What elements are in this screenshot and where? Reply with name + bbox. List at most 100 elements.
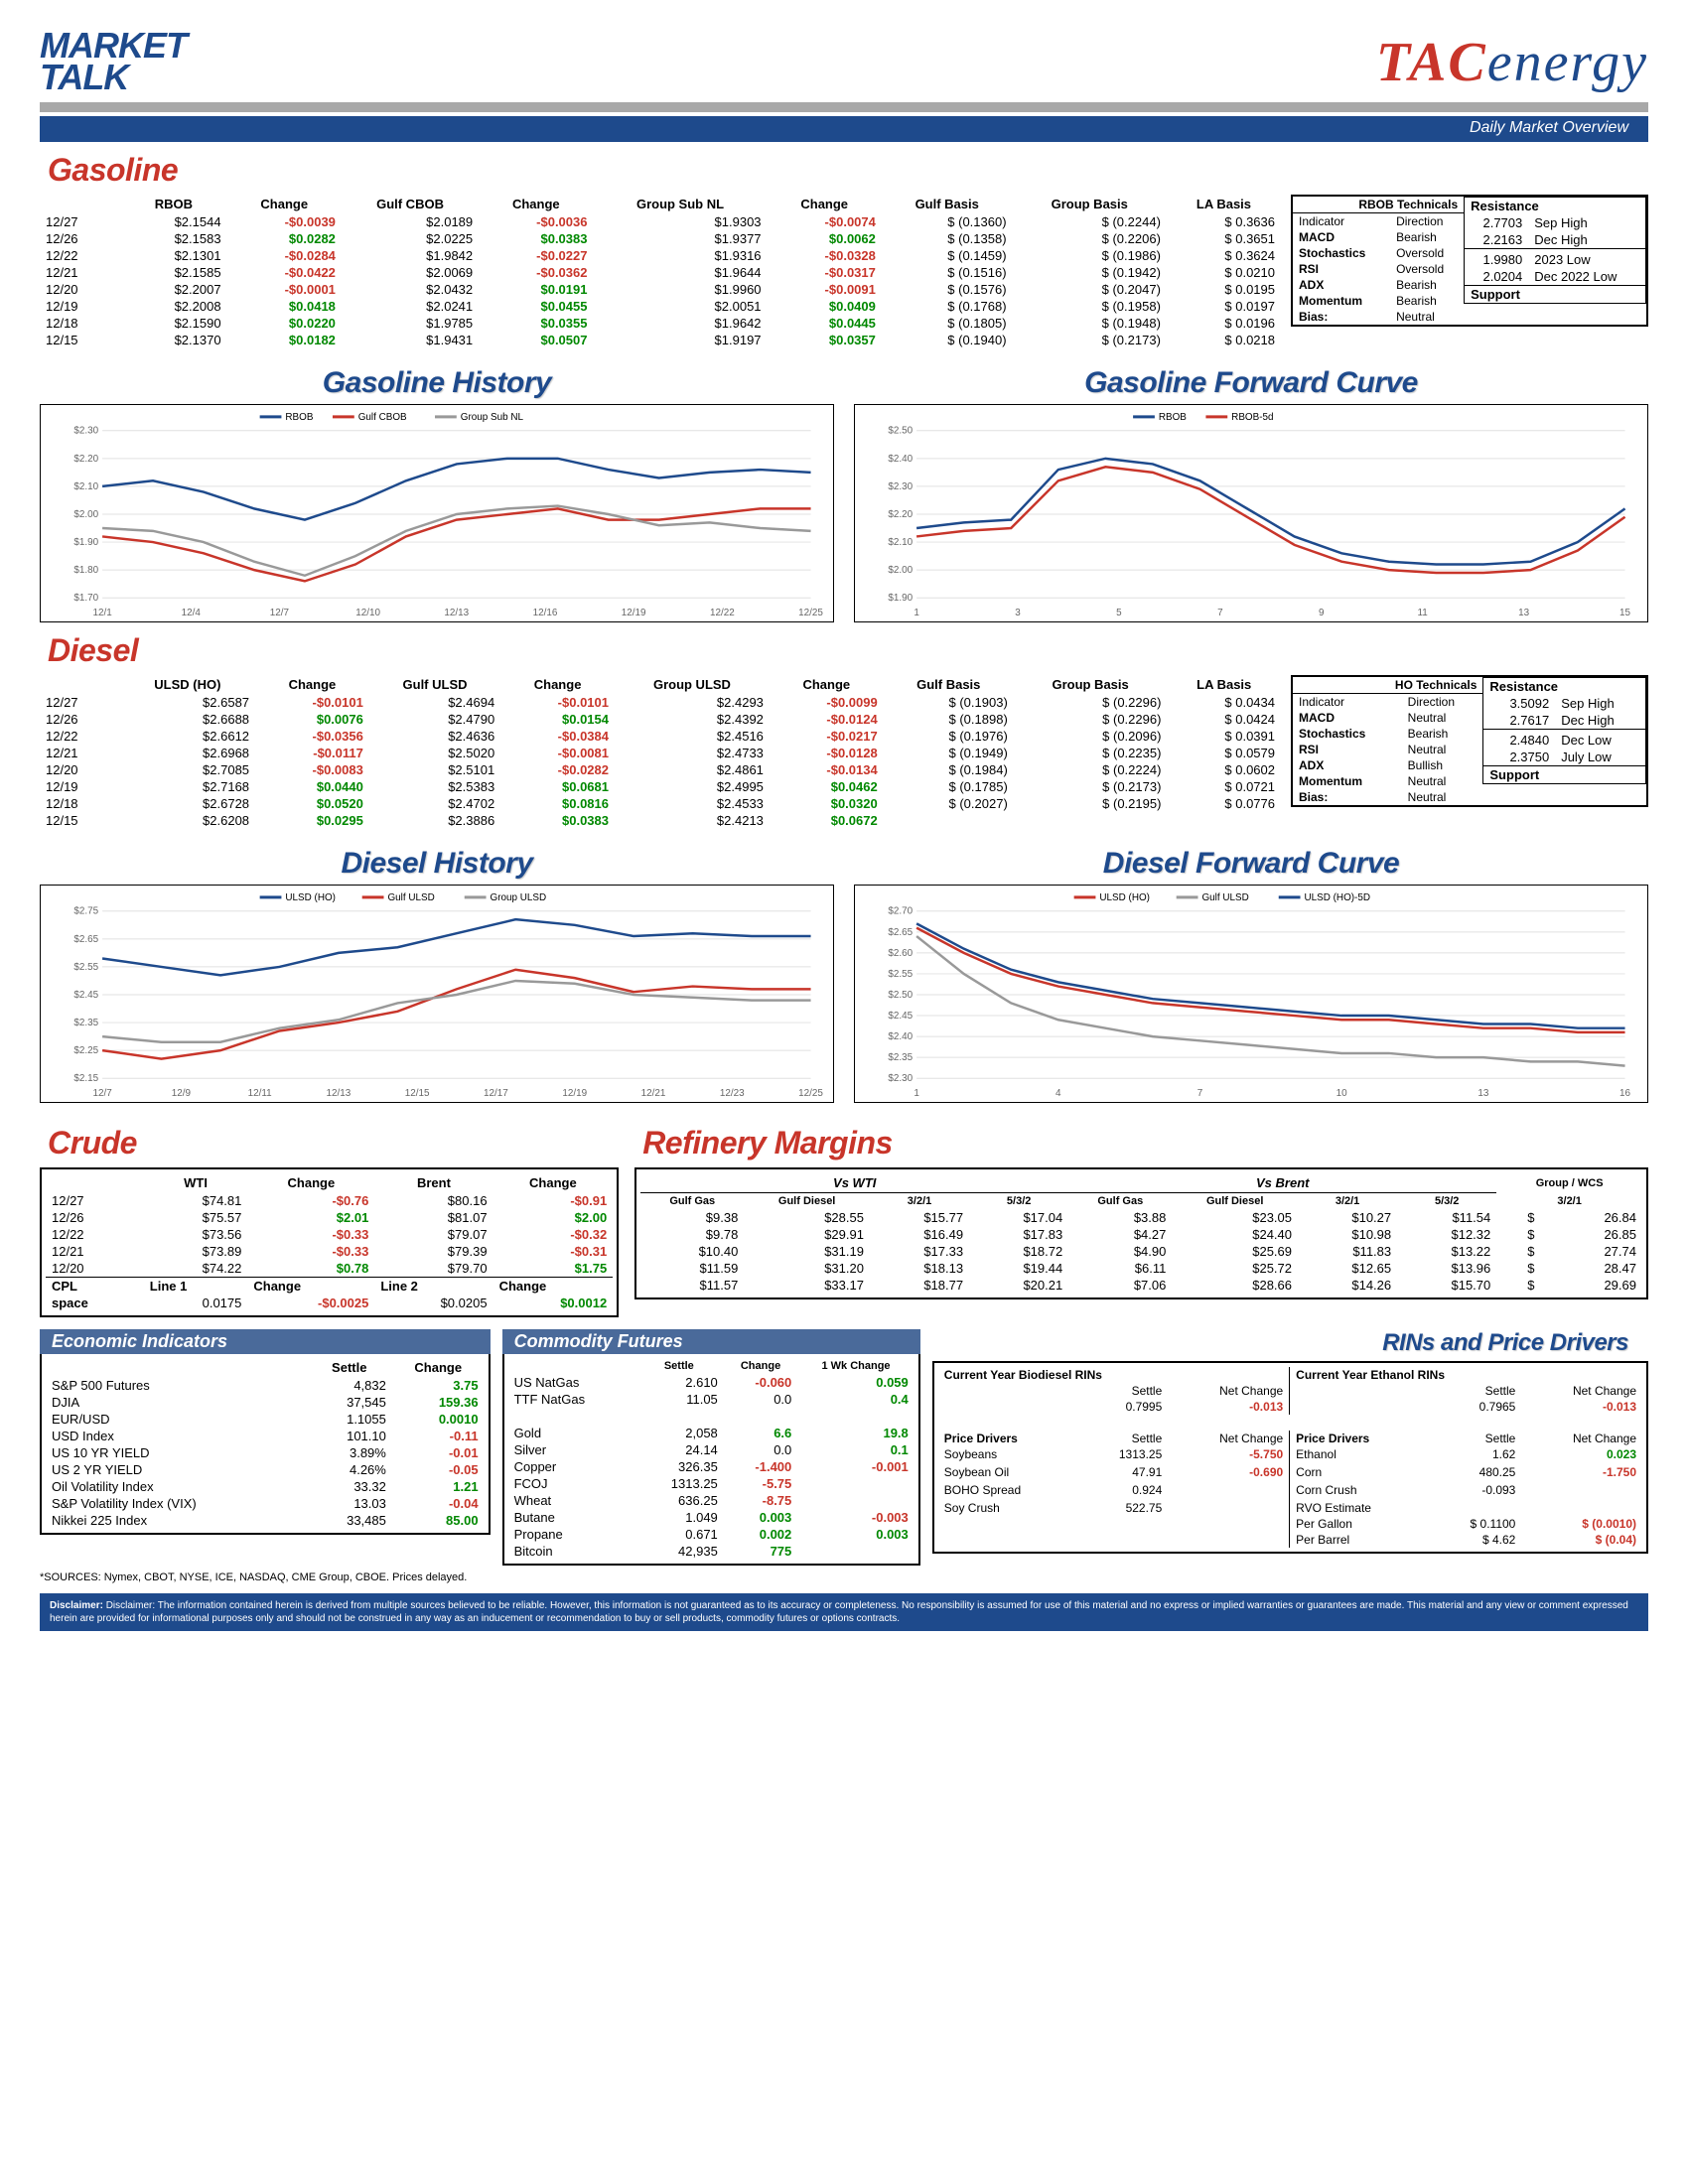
svg-text:$2.50: $2.50 [888,426,913,437]
gasoline-history-chart: RBOB Gulf CBOB Group Sub NL $1.70 $1.80 $1.90… [40,404,834,622]
svg-text:$2.15: $2.15 [73,1073,98,1084]
commod-table: SettleChange1 Wk ChangeUS NatGas2.610-0.… [508,1358,914,1560]
tac-energy-logo: TACenergy [1376,31,1648,94]
svg-text:$2.50: $2.50 [888,990,913,1001]
econ-box: SettleChangeS&P 500 Futures4,8323.75DJIA… [40,1354,491,1535]
refinery-table: Vs WTIVs BrentGroup / WCSGulf GasGulf Di… [640,1173,1642,1294]
gasoline-forward-chart: RBOBRBOB-5d$1.90$2.00$2.10$2.20$2.30$2.4… [854,404,1648,622]
econ-table: SettleChangeS&P 500 Futures4,8323.75DJIA… [46,1358,485,1529]
header-rule [40,102,1648,112]
svg-text:12/25: 12/25 [798,608,823,618]
svg-text:Gulf ULSD: Gulf ULSD [387,892,434,903]
svg-text:$2.45: $2.45 [888,1011,913,1022]
svg-text:$2.10: $2.10 [73,481,98,492]
diesel-table-wrap: ULSD (HO)ChangeGulf ULSDChangeGroup ULSD… [40,675,1648,829]
svg-text:7: 7 [1217,608,1223,618]
svg-text:$1.90: $1.90 [73,537,98,548]
svg-text:$2.00: $2.00 [73,509,98,520]
refinery-title: Refinery Margins [642,1125,1648,1161]
svg-text:12/21: 12/21 [641,1088,666,1099]
svg-text:Group Sub NL: Group Sub NL [461,412,524,423]
svg-text:$2.45: $2.45 [73,990,98,1001]
svg-text:12/16: 12/16 [533,608,558,618]
svg-text:13: 13 [1477,1088,1489,1099]
svg-text:12/1: 12/1 [92,608,112,618]
svg-text:$2.30: $2.30 [888,1073,913,1084]
svg-text:12/17: 12/17 [484,1088,508,1099]
svg-text:$2.40: $2.40 [888,1031,913,1042]
svg-text:$1.80: $1.80 [73,565,98,576]
gasoline-table-wrap: RBOBChangeGulf CBOBChangeGroup Sub NLCha… [40,195,1648,348]
svg-text:Gulf ULSD: Gulf ULSD [1201,892,1248,903]
diesel-history-chart: ULSD (HO) Gulf ULSD Group ULSD $2.15 $2.25 $2… [40,885,834,1103]
svg-text:$2.30: $2.30 [888,481,913,492]
svg-text:$2.75: $2.75 [73,906,98,917]
svg-text:$2.65: $2.65 [73,934,98,945]
svg-text:9: 9 [1319,608,1325,618]
diesel-forward-chart: ULSD (HO)Gulf ULSDULSD (HO)-5D$2.30$2.35… [854,885,1648,1103]
svg-text:Group ULSD: Group ULSD [491,892,547,903]
energy-text: energy [1487,32,1648,93]
crude-title: Crude [48,1125,619,1161]
commod-box: SettleChange1 Wk ChangeUS NatGas2.610-0.… [502,1354,920,1566]
diesel-forward-title: Diesel Forward Curve [854,847,1648,881]
svg-text:12/23: 12/23 [720,1088,745,1099]
svg-text:ULSD (HO): ULSD (HO) [285,892,336,903]
svg-text:5: 5 [1116,608,1122,618]
disclaimer: Disclaimer: Disclaimer: The information … [40,1593,1648,1631]
svg-text:Gulf CBOB: Gulf CBOB [358,412,407,423]
tac-text: TAC [1376,32,1487,93]
svg-text:12/9: 12/9 [172,1088,192,1099]
diesel-technicals: HO TechnicalsResistance3.5092Sep High2.7… [1291,675,1648,807]
gasoline-technicals: RBOB TechnicalsResistance2.7703Sep High2… [1291,195,1648,327]
svg-text:RBOB-5d: RBOB-5d [1231,412,1273,423]
svg-text:12/19: 12/19 [562,1088,587,1099]
sources-text: *SOURCES: Nymex, CBOT, NYSE, ICE, NASDAQ… [40,1571,1648,1583]
svg-text:$2.65: $2.65 [888,927,913,938]
svg-text:11: 11 [1418,608,1429,618]
svg-text:1: 1 [914,608,919,618]
diesel-history-title: Diesel History [40,847,834,881]
svg-text:13: 13 [1518,608,1530,618]
svg-text:$2.60: $2.60 [888,948,913,959]
svg-text:$2.55: $2.55 [888,969,913,980]
svg-text:$2.10: $2.10 [888,537,913,548]
svg-text:4: 4 [1055,1088,1061,1099]
svg-text:12/10: 12/10 [355,608,380,618]
logo-line2: TALK [40,62,187,93]
refinery-box: Vs WTIVs BrentGroup / WCSGulf GasGulf Di… [634,1167,1648,1299]
svg-text:RBOB: RBOB [285,412,313,423]
svg-text:12/11: 12/11 [248,1088,273,1099]
gasoline-forward-title: Gasoline Forward Curve [854,366,1648,400]
svg-text:$2.25: $2.25 [73,1045,98,1056]
svg-text:$2.70: $2.70 [888,906,913,917]
svg-text:$2.00: $2.00 [888,565,913,576]
crude-table: WTIChangeBrentChange12/27$74.81-$0.76$80… [46,1173,613,1311]
svg-text:$1.70: $1.70 [73,593,98,604]
econ-header: Economic Indicators [40,1329,491,1354]
gasoline-history-title: Gasoline History [40,366,834,400]
svg-text:$2.30: $2.30 [73,426,98,437]
svg-text:12/15: 12/15 [405,1088,430,1099]
svg-text:12/7: 12/7 [92,1088,111,1099]
svg-text:7: 7 [1197,1088,1203,1099]
svg-text:1: 1 [914,1088,919,1099]
svg-text:12/22: 12/22 [710,608,735,618]
page-header: MARKET TALK TACenergy [40,30,1648,94]
svg-text:16: 16 [1619,1088,1631,1099]
svg-text:15: 15 [1619,608,1631,618]
svg-text:ULSD (HO)-5D: ULSD (HO)-5D [1305,892,1370,903]
disclaimer-text: Disclaimer: The information contained he… [50,1600,1628,1624]
svg-text:10: 10 [1336,1088,1348,1099]
svg-text:$2.40: $2.40 [888,454,913,465]
svg-text:$2.35: $2.35 [73,1018,98,1028]
rins-table: Current Year Biodiesel RINsCurrent Year … [938,1367,1642,1548]
svg-text:12/4: 12/4 [182,608,202,618]
svg-text:$1.90: $1.90 [888,593,913,604]
diesel-table: ULSD (HO)ChangeGulf ULSDChangeGroup ULSD… [40,675,1281,829]
diesel-title: Diesel [48,632,1648,669]
svg-text:$2.35: $2.35 [888,1052,913,1063]
crude-box: WTIChangeBrentChange12/27$74.81-$0.76$80… [40,1167,619,1317]
rins-box: Current Year Biodiesel RINsCurrent Year … [932,1361,1648,1554]
market-talk-logo: MARKET TALK [40,30,187,94]
